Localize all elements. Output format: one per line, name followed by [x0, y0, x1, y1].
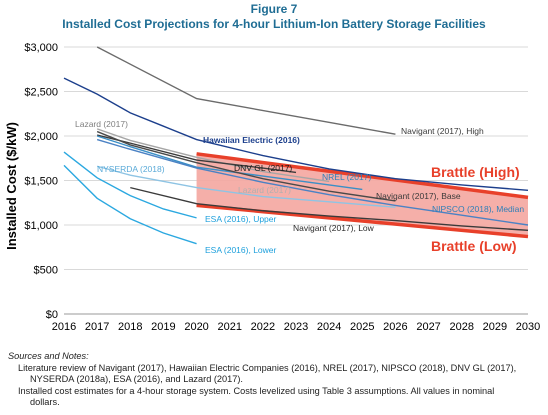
y-tick-label: $1,000 — [24, 220, 58, 232]
series-label: Navigant (2017), High — [401, 126, 484, 136]
x-tick-label: 2020 — [184, 321, 208, 333]
notes-header: Sources and Notes: — [8, 351, 89, 361]
brattle-low-line — [196, 203, 529, 239]
notes-line: Literature review of Navigant (2017), Ha… — [18, 362, 517, 373]
series-label: NYSERDA (2018) — [97, 164, 165, 174]
x-tick-label: 2021 — [217, 321, 241, 333]
x-tick-label: 2029 — [483, 321, 507, 333]
x-tick-label: 2018 — [118, 321, 142, 333]
notes-line: dollars. — [30, 397, 60, 407]
line-chart: $0 $500 $1,000 $1,500 $2,000 $2,500 $3,000 201… — [4, 42, 540, 333]
series-label: NREL (2017) — [322, 172, 371, 182]
series-label: Hawaiian Electric (2016) — [203, 135, 300, 145]
x-tick-labels: 2016 2017 2018 2019 2020 2021 2022 2023 2024 2025… — [52, 321, 540, 333]
y-tick-label: $500 — [34, 265, 58, 277]
x-tick-label: 2024 — [317, 321, 341, 333]
series-label: NIPSCO (2018), Median — [432, 204, 524, 214]
series-lines — [63, 46, 529, 245]
y-tick-label: $1,500 — [24, 176, 58, 188]
series-line-10 — [63, 164, 197, 245]
series-label: ESA (2016), Upper — [205, 214, 277, 224]
brattle-high-line — [196, 152, 529, 200]
series-line-4 — [96, 135, 363, 191]
chart-title: Installed Cost Projections for 4-hour Li… — [62, 17, 486, 31]
brattle-low-label: Brattle (Low) — [431, 238, 517, 254]
series-label: Lazard (2017) — [238, 185, 291, 195]
series-label: Navigant (2017), Base — [376, 191, 461, 201]
notes-line: NYSERDA (2018a), ESA (2016), and Lazard … — [30, 374, 243, 384]
y-tick-label: $0 — [46, 309, 58, 321]
series-label: Lazard (2017) — [75, 119, 128, 129]
series-line-1 — [63, 77, 529, 191]
x-tick-label: 2025 — [350, 321, 374, 333]
y-tick-label: $2,000 — [24, 131, 58, 143]
notes-line: Installed cost estimates for a 4-hour st… — [18, 385, 495, 396]
y-tick-label: $3,000 — [24, 42, 58, 54]
brattle-high-label: Brattle (High) — [431, 164, 520, 180]
series-labels: Navigant (2017), High Hawaiian Electric (… — [75, 119, 524, 255]
x-tick-label: 2030 — [516, 321, 540, 333]
y-tick-label: $2,500 — [24, 87, 58, 99]
x-tick-label: 2026 — [383, 321, 407, 333]
x-tick-label: 2019 — [151, 321, 175, 333]
series-line-2 — [96, 128, 330, 183]
y-tick-labels: $0 $500 $1,000 $1,500 $2,000 $2,500 $3,000 — [24, 42, 58, 321]
series-line-9 — [63, 151, 197, 219]
y-axis-label: Installed Cost ($/kW) — [4, 122, 19, 250]
x-tick-label: 2017 — [85, 321, 109, 333]
x-tick-label: 2027 — [416, 321, 440, 333]
x-tick-label: 2028 — [449, 321, 473, 333]
series-line-7 — [96, 138, 529, 226]
x-tick-label: 2022 — [251, 321, 275, 333]
x-tick-label: 2016 — [52, 321, 76, 333]
series-line-8 — [130, 186, 529, 232]
series-label: Navigant (2017), Low — [293, 223, 375, 233]
figure-label: Figure 7 — [250, 2, 298, 16]
series-label: ESA (2016), Lower — [205, 245, 277, 255]
series-line-0 — [96, 46, 396, 135]
sources-notes: Sources and Notes: Literature review of … — [8, 351, 544, 409]
series-line-6 — [96, 130, 396, 202]
x-tick-label: 2023 — [284, 321, 308, 333]
series-label: DNV GL (2017) — [234, 163, 292, 173]
series-line-5 — [96, 165, 396, 208]
